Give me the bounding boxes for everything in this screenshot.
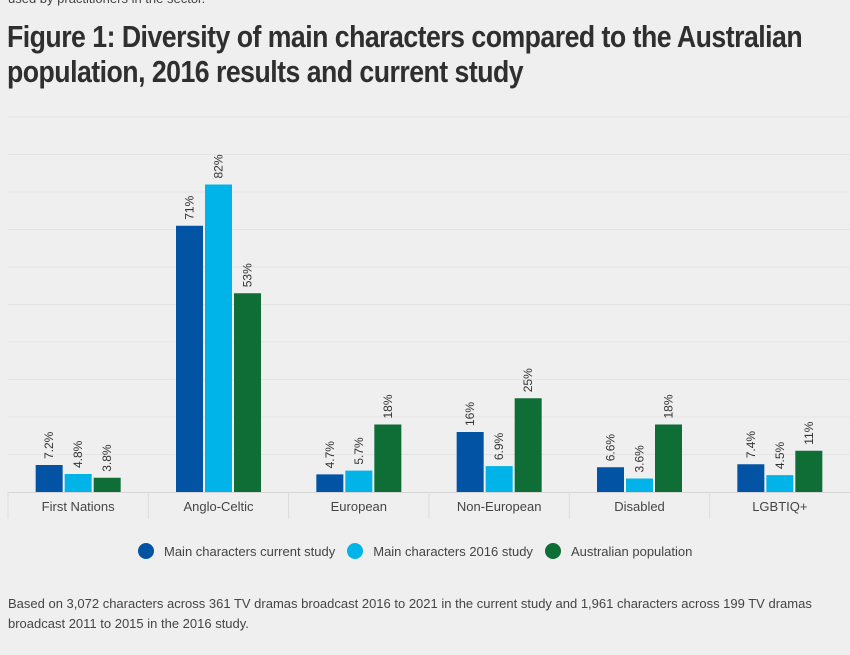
data-label: 6.9% (492, 432, 506, 460)
x-tick-label: European (331, 499, 387, 514)
legend-item-2016[interactable]: Main characters 2016 study (347, 543, 533, 559)
bar (64, 474, 92, 492)
data-label: 25% (521, 368, 535, 392)
data-label: 11% (802, 421, 816, 444)
bar (456, 432, 484, 492)
data-label: 4.7% (323, 441, 337, 469)
bar (655, 424, 682, 492)
bar (626, 478, 653, 492)
footnote: Based on 3,072 characters across 361 TV … (8, 596, 812, 631)
bar (93, 477, 121, 492)
data-label: 7.2% (42, 431, 56, 459)
x-tick-label: Anglo-Celtic (183, 499, 254, 514)
bar-chart: 7.2% 4.8% 3.8% 71% 82% 53% 4.7% 5.7% 18% 16% 6.9% 2… (7, 116, 850, 519)
x-axis: First Nations Anglo-Celtic European Non-Eur… (7, 492, 850, 519)
legend-label: Australian population (570, 543, 693, 559)
data-label: 5.7% (352, 437, 366, 465)
gridlines (8, 116, 850, 455)
data-label: 53% (241, 263, 255, 287)
data-labels: 7.2% 4.8% 3.8% 71% 82% 53% 4.7% 5.7% 18% 16% 6.9% 2… (42, 154, 816, 472)
data-label: 71% (183, 195, 197, 219)
bar (176, 225, 203, 492)
top-snippet-text: used by practitioners in the sector. (8, 0, 205, 6)
bar (795, 450, 823, 492)
legend-label: Main characters 2016 study (373, 543, 533, 559)
bar (316, 474, 344, 492)
data-label: 16% (463, 402, 477, 426)
x-tick-label: Non-European (457, 499, 542, 514)
legend-label: Main characters current study (164, 543, 336, 559)
bars (35, 184, 823, 492)
legend: Main characters current study Main chara… (138, 543, 704, 559)
legend-dot-icon (347, 543, 364, 559)
bar (205, 184, 232, 492)
data-label: 3.6% (633, 445, 647, 473)
x-tick-label: Disabled (614, 499, 665, 514)
legend-item-population[interactable]: Australian population (544, 543, 693, 559)
data-label: 6.6% (604, 434, 618, 462)
data-label: 4.5% (773, 441, 787, 469)
bar (345, 470, 373, 492)
data-label: 18% (381, 394, 395, 418)
chart-title: Figure 1: Diversity of main characters c… (7, 19, 803, 89)
legend-item-current[interactable]: Main characters current study (138, 543, 335, 559)
bar (234, 293, 261, 492)
data-label: 18% (662, 394, 676, 418)
bar (737, 464, 765, 492)
bar (766, 475, 794, 492)
data-label: 3.8% (100, 444, 114, 472)
bar (597, 467, 624, 492)
bar (374, 424, 402, 492)
x-tick-label: First Nations (42, 499, 115, 514)
legend-dot-icon (138, 543, 154, 559)
bar (35, 465, 63, 492)
x-tick-label: LGBTIQ+ (752, 499, 807, 514)
data-label: 82% (212, 154, 226, 178)
data-label: 4.8% (71, 440, 85, 468)
bar (485, 466, 513, 492)
legend-dot-icon (544, 543, 561, 559)
bar (514, 398, 542, 492)
data-label: 7.4% (744, 431, 758, 459)
